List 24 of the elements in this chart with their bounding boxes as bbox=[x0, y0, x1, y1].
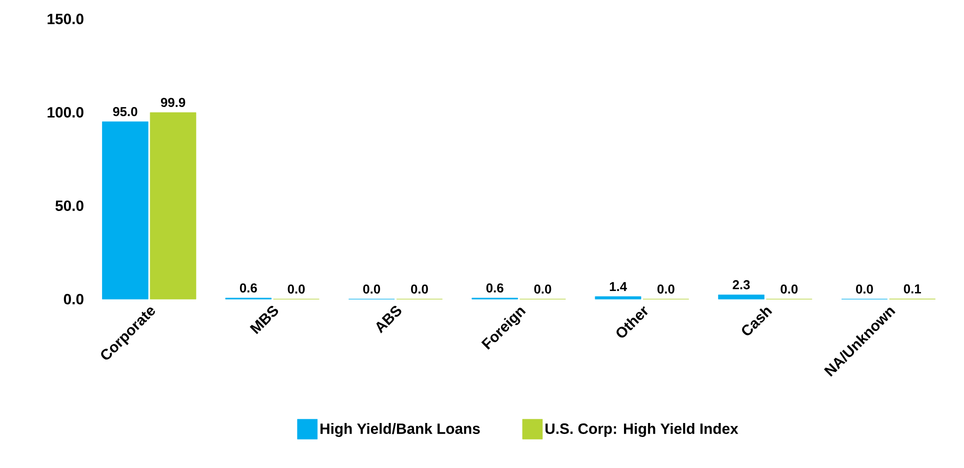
bar bbox=[718, 294, 764, 300]
data-label: 0.0 bbox=[657, 284, 674, 294]
data-label: 0.0 bbox=[363, 284, 380, 294]
data-label: 0.0 bbox=[534, 284, 552, 294]
data-label: 0.0 bbox=[780, 284, 798, 294]
data-label: 0.6 bbox=[486, 284, 504, 293]
data-label: 99.9 bbox=[160, 98, 186, 108]
data-label: 95.0 bbox=[113, 107, 138, 116]
bar bbox=[102, 122, 148, 300]
bar bbox=[594, 296, 642, 300]
data-label: 1.4 bbox=[610, 282, 627, 292]
y-tick-label: 150.0 bbox=[48, 14, 84, 24]
y-tick-label: 0.0 bbox=[64, 294, 84, 305]
data-label: 0.0 bbox=[856, 284, 873, 294]
bar bbox=[150, 112, 196, 300]
data-label: 0.6 bbox=[240, 284, 257, 293]
data-label: 0.0 bbox=[411, 284, 428, 294]
data-label: 2.3 bbox=[732, 280, 750, 290]
data-label: 0.0 bbox=[288, 284, 305, 294]
y-tick-label: 100.0 bbox=[48, 107, 84, 118]
legend-label: U.S. Corp: High Yield Index bbox=[546, 423, 738, 438]
legend-label: High Yield/Bank Loans bbox=[320, 423, 480, 438]
y-tick-label: 50.0 bbox=[55, 200, 84, 212]
data-label: 0.1 bbox=[904, 284, 921, 294]
